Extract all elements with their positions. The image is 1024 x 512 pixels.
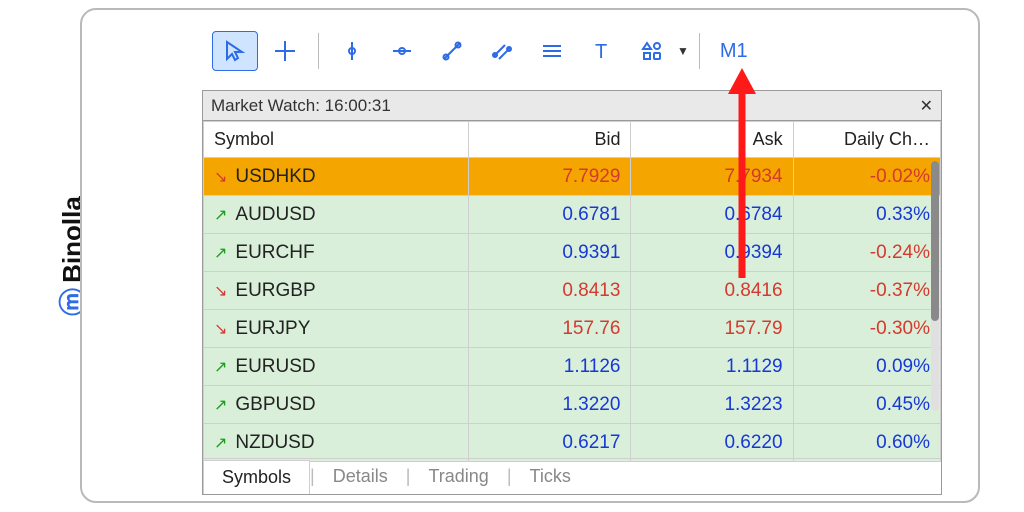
channel-tool-button[interactable] xyxy=(479,31,525,71)
timeframe-label[interactable]: M1 xyxy=(720,40,748,63)
equidistant-lines-tool-button[interactable] xyxy=(529,31,575,71)
cell-ask: 0.6220 xyxy=(631,424,793,462)
tab-trading[interactable]: Trading xyxy=(410,460,506,493)
direction-down-icon: ↘ xyxy=(214,169,227,186)
cell-ask: 1.1129 xyxy=(631,348,793,386)
tab-ticks[interactable]: Ticks xyxy=(512,460,589,493)
cell-symbol: ↗EURCHF xyxy=(204,234,469,272)
cell-bid: 1.3220 xyxy=(469,386,631,424)
toolbar-separator xyxy=(699,33,700,69)
direction-up-icon: ↗ xyxy=(214,207,227,224)
cell-symbol: ↗GBPUSD xyxy=(204,386,469,424)
cell-dailych: -0.30% xyxy=(793,310,940,348)
cell-dailych: 0.45% xyxy=(793,386,940,424)
cell-ask: 0.6784 xyxy=(631,196,793,234)
cell-symbol: ↘USDHKD xyxy=(204,158,469,196)
table-row[interactable]: ↗GBPUSD1.32201.32230.45% xyxy=(204,386,941,424)
shapes-dropdown-icon[interactable]: ▼ xyxy=(677,44,689,58)
quotes-table: Symbol Bid Ask Daily Ch… ↘USDHKD7.79297.… xyxy=(203,121,941,462)
cell-ask: 157.79 xyxy=(631,310,793,348)
cell-ask: 0.9394 xyxy=(631,234,793,272)
close-icon[interactable]: ✕ xyxy=(920,96,933,116)
table-row[interactable]: ↗AUDUSD0.67810.67840.33% xyxy=(204,196,941,234)
cell-dailych: -0.02% xyxy=(793,158,940,196)
panel-titlebar: Market Watch: 16:00:31 ✕ xyxy=(203,91,941,121)
cell-bid: 0.6217 xyxy=(469,424,631,462)
tab-details[interactable]: Details xyxy=(315,460,406,493)
cell-bid: 0.9391 xyxy=(469,234,631,272)
direction-up-icon: ↗ xyxy=(214,359,227,376)
market-watch-panel: Market Watch: 16:00:31 ✕ Symbol Bid Ask … xyxy=(202,90,942,495)
table-row[interactable]: ↘EURJPY157.76157.79-0.30% xyxy=(204,310,941,348)
col-symbol[interactable]: Symbol xyxy=(204,122,469,158)
cell-bid: 0.8413 xyxy=(469,272,631,310)
cell-bid: 7.7929 xyxy=(469,158,631,196)
scrollbar-thumb[interactable] xyxy=(931,161,939,321)
panel-title-text: Market Watch: 16:00:31 xyxy=(211,96,391,116)
scrollbar[interactable] xyxy=(931,161,939,411)
app-frame: T ▼ M1 Market Watch: 16:00:31 ✕ Symbol B… xyxy=(80,8,980,503)
direction-up-icon: ↗ xyxy=(214,245,227,262)
horizontal-line-tool-button[interactable] xyxy=(379,31,425,71)
direction-down-icon: ↘ xyxy=(214,283,227,300)
vertical-line-tool-button[interactable] xyxy=(329,31,375,71)
shapes-tool-button[interactable] xyxy=(629,31,675,71)
direction-down-icon: ↘ xyxy=(214,321,227,338)
drawing-toolbar: T ▼ M1 xyxy=(202,24,978,78)
cell-dailych: -0.37% xyxy=(793,272,940,310)
table-row[interactable]: ↗EURCHF0.93910.9394-0.24% xyxy=(204,234,941,272)
cell-ask: 0.8416 xyxy=(631,272,793,310)
cell-dailych: 0.33% xyxy=(793,196,940,234)
cell-symbol: ↘EURGBP xyxy=(204,272,469,310)
toolbar-separator xyxy=(318,33,319,69)
cell-symbol: ↘EURJPY xyxy=(204,310,469,348)
cell-dailych: 0.09% xyxy=(793,348,940,386)
cell-ask: 1.3223 xyxy=(631,386,793,424)
table-row[interactable]: ↗NZDUSD0.62170.62200.60% xyxy=(204,424,941,462)
table-row[interactable]: ↗EURUSD1.11261.11290.09% xyxy=(204,348,941,386)
cell-bid: 0.6781 xyxy=(469,196,631,234)
direction-up-icon: ↗ xyxy=(214,397,227,414)
cell-ask: 7.7934 xyxy=(631,158,793,196)
cell-symbol: ↗AUDUSD xyxy=(204,196,469,234)
cell-bid: 1.1126 xyxy=(469,348,631,386)
col-dailych[interactable]: Daily Ch… xyxy=(793,122,940,158)
text-tool-button[interactable]: T xyxy=(579,31,625,71)
cell-symbol: ↗EURUSD xyxy=(204,348,469,386)
table-row[interactable]: ↘EURGBP0.84130.8416-0.37% xyxy=(204,272,941,310)
panel-tabs: Symbols | Details | Trading | Ticks xyxy=(203,458,941,494)
col-bid[interactable]: Bid xyxy=(469,122,631,158)
cell-bid: 157.76 xyxy=(469,310,631,348)
cursor-tool-button[interactable] xyxy=(212,31,258,71)
direction-up-icon: ↗ xyxy=(214,435,227,452)
cell-dailych: 0.60% xyxy=(793,424,940,462)
cell-dailych: -0.24% xyxy=(793,234,940,272)
crosshair-tool-button[interactable] xyxy=(262,31,308,71)
svg-text:T: T xyxy=(595,41,607,63)
col-ask[interactable]: Ask xyxy=(631,122,793,158)
table-row[interactable]: ↘USDHKD7.79297.7934-0.02% xyxy=(204,158,941,196)
cell-symbol: ↗NZDUSD xyxy=(204,424,469,462)
trendline-tool-button[interactable] xyxy=(429,31,475,71)
tab-symbols[interactable]: Symbols xyxy=(203,460,310,494)
